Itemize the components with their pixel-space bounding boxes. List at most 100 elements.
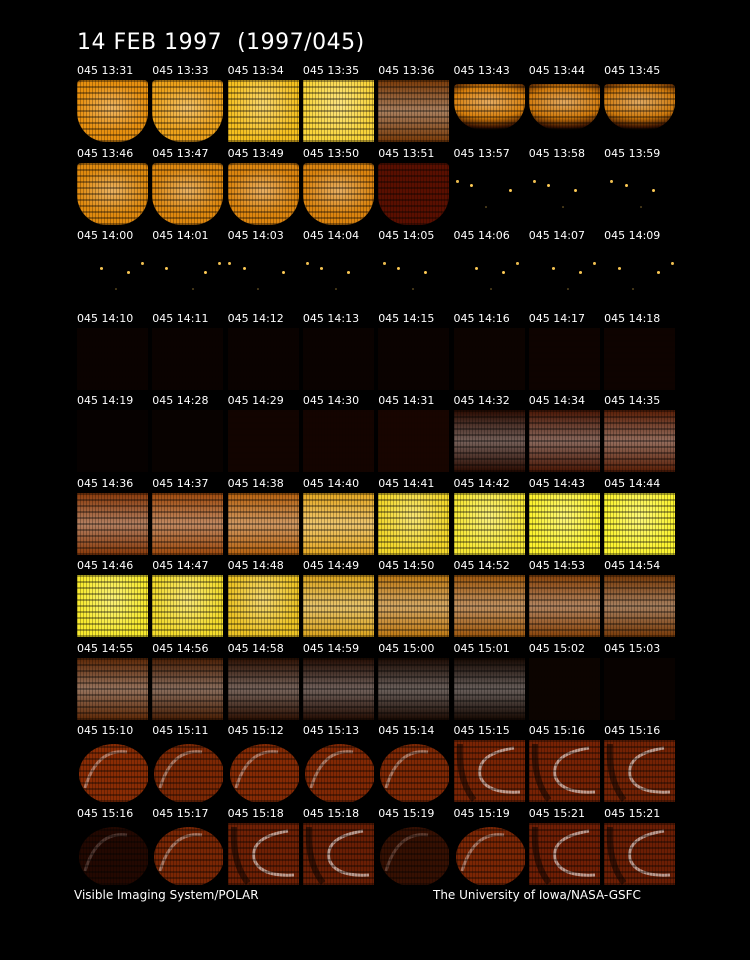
auroral-oval-graphic <box>606 826 671 885</box>
frame-timestamp: 045 14:30 <box>302 394 360 407</box>
frame-image <box>152 410 224 472</box>
star-point <box>424 271 428 275</box>
scanline-texture <box>77 327 148 390</box>
frame-image <box>152 740 224 802</box>
frame-image <box>227 657 299 720</box>
frame-timestamp: 045 14:55 <box>77 641 134 655</box>
frame-timestamp: 045 15:21 <box>528 806 585 820</box>
star-point <box>257 288 260 291</box>
frame-image <box>604 740 676 802</box>
scanline-texture <box>378 162 450 225</box>
star-point <box>218 262 222 266</box>
frame-image <box>227 327 299 390</box>
scanline-texture <box>302 245 374 307</box>
footer-institution-credit: The University of Iowa/NASA-GSFC <box>433 888 641 902</box>
frame-timestamp: 045 14:58 <box>227 641 284 655</box>
frame-timestamp: 045 14:46 <box>77 559 134 572</box>
frame-timestamp: 045 14:37 <box>152 476 209 490</box>
frame-image <box>77 657 148 720</box>
frame-image <box>378 410 450 472</box>
frame-timestamp: 045 14:41 <box>378 476 435 490</box>
star-point <box>99 266 103 270</box>
frame-timestamp: 045 13:57 <box>453 146 510 160</box>
scanline-texture <box>152 740 224 802</box>
scanline-texture <box>378 80 450 142</box>
frame-image <box>453 740 525 802</box>
frame-image <box>302 162 374 225</box>
scanline-texture <box>152 575 224 637</box>
frame-image <box>77 327 148 390</box>
scanline-texture <box>302 327 374 390</box>
frame-image <box>453 410 525 472</box>
frame-timestamp: 045 13:49 <box>227 146 284 160</box>
frame-timestamp: 045 14:03 <box>227 229 284 242</box>
auroral-oval-graphic <box>531 743 595 802</box>
frame-timestamp: 045 13:35 <box>302 64 360 77</box>
scanline-texture <box>453 492 525 555</box>
scanline-texture <box>152 822 224 885</box>
earth-disk-graphic <box>154 826 224 885</box>
frame-image <box>227 410 299 472</box>
frame-timestamp: 045 13:47 <box>152 146 209 160</box>
scanline-texture <box>453 657 525 720</box>
scanline-texture <box>302 740 374 802</box>
scanline-texture <box>604 245 676 307</box>
frame-image <box>604 410 676 472</box>
frame-image <box>453 245 525 307</box>
star-point <box>624 184 628 188</box>
scanline-texture <box>528 657 600 720</box>
frame-image <box>604 162 676 225</box>
scanline-texture <box>604 575 676 637</box>
scanline-texture <box>604 327 676 390</box>
frame-timestamp: 045 14:34 <box>528 394 585 407</box>
frame-timestamp: 045 15:19 <box>453 806 510 820</box>
scanline-texture <box>453 740 525 802</box>
frame-image <box>378 492 450 555</box>
scanline-texture <box>453 327 525 390</box>
scanline-texture <box>378 492 450 555</box>
scanline-texture <box>453 84 525 130</box>
frame-timestamp: 045 14:54 <box>604 559 661 572</box>
star-point <box>412 288 415 291</box>
star-point <box>489 288 492 291</box>
star-point <box>501 271 505 275</box>
scanline-texture <box>453 410 525 472</box>
star-point <box>334 288 337 291</box>
frame-timestamp: 045 15:13 <box>302 724 360 737</box>
frame-timestamp: 045 13:31 <box>77 64 134 77</box>
earth-disk-graphic <box>79 744 148 802</box>
frame-timestamp: 045 15:02 <box>528 641 585 655</box>
frame-timestamp: 045 14:48 <box>227 559 284 572</box>
frame-timestamp: 045 14:28 <box>152 394 209 407</box>
frame-image <box>152 492 224 555</box>
scanline-texture <box>453 822 525 885</box>
frame-timestamp: 045 14:18 <box>604 311 661 325</box>
scanline-texture <box>227 657 299 720</box>
frame-image <box>528 162 600 225</box>
frame-image <box>528 657 600 720</box>
star-point <box>165 266 169 270</box>
frame-image <box>453 492 525 555</box>
star-point <box>319 266 323 270</box>
scanline-texture <box>453 162 525 225</box>
scanline-texture <box>227 327 299 390</box>
frame-image <box>152 245 224 307</box>
frame-image <box>604 657 676 720</box>
footer-instrument-credit: Visible Imaging System/POLAR <box>74 888 259 902</box>
frame-image <box>604 492 676 555</box>
scanline-texture <box>528 492 600 555</box>
scanline-texture <box>378 327 450 390</box>
frame-timestamp: 045 14:05 <box>378 229 435 242</box>
star-point <box>228 262 232 266</box>
frame-image <box>528 410 600 472</box>
frame-timestamp: 045 15:18 <box>302 806 360 820</box>
frame-timestamp: 045 14:17 <box>528 311 585 325</box>
frame-image <box>152 162 224 225</box>
frame-timestamp: 045 14:56 <box>152 641 209 655</box>
frame-timestamp: 045 15:21 <box>604 806 661 820</box>
frame-timestamp: 045 14:09 <box>604 229 661 242</box>
frame-timestamp: 045 13:33 <box>152 64 209 77</box>
frame-timestamp: 045 14:15 <box>378 311 435 325</box>
frame-image <box>302 575 374 637</box>
scanline-texture <box>302 492 374 555</box>
